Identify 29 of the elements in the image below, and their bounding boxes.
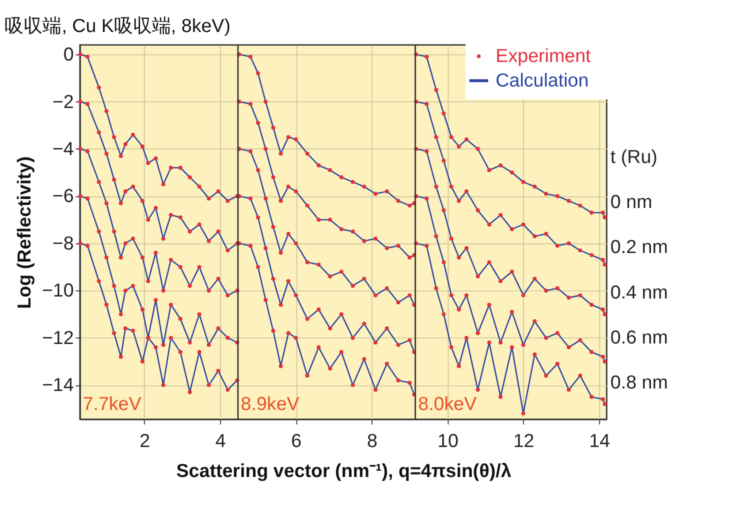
x-tick-label: 2 <box>140 430 150 452</box>
y-tick-label: −6 <box>52 185 74 206</box>
x-tick-label: 10 <box>438 430 458 452</box>
x-tick-label: 4 <box>215 430 226 452</box>
text: t (Ru) <box>610 146 658 167</box>
legend-label: Calculation <box>496 69 589 90</box>
x-axis-title: Scattering vector (nm⁻¹), q=4πsin(θ)/λ <box>176 460 512 482</box>
x-tick-label: 6 <box>291 430 302 452</box>
annotation: 7.7keV <box>82 392 142 414</box>
text: 0 nm <box>610 191 652 212</box>
y-axis-title: Log (Reflectivity) <box>14 156 35 309</box>
y-tick-label: 0 <box>63 44 74 65</box>
text: 0.6 nm <box>610 326 668 348</box>
annotation: 8.9keV <box>240 392 300 414</box>
annotation: 8.0keV <box>418 392 478 414</box>
y-tick-label: −10 <box>42 280 74 301</box>
text: 0.8 nm <box>610 372 668 393</box>
x-tick-label: 14 <box>589 430 610 452</box>
text: 0.4 nm <box>610 281 668 302</box>
y-tick-label: −4 <box>52 138 74 159</box>
chart-title: 吸収端, Cu K吸収端, 8keV) <box>4 14 230 36</box>
legend-label: Experiment <box>496 44 592 66</box>
y-tick-label: −2 <box>52 90 74 112</box>
text: 0.2 nm <box>610 236 668 258</box>
y-tick-label: −12 <box>42 326 74 348</box>
y-tick-label: −8 <box>52 232 74 254</box>
x-tick-label: 12 <box>513 430 534 452</box>
y-tick-label: −14 <box>42 374 74 396</box>
x-tick-label: 8 <box>366 430 378 452</box>
